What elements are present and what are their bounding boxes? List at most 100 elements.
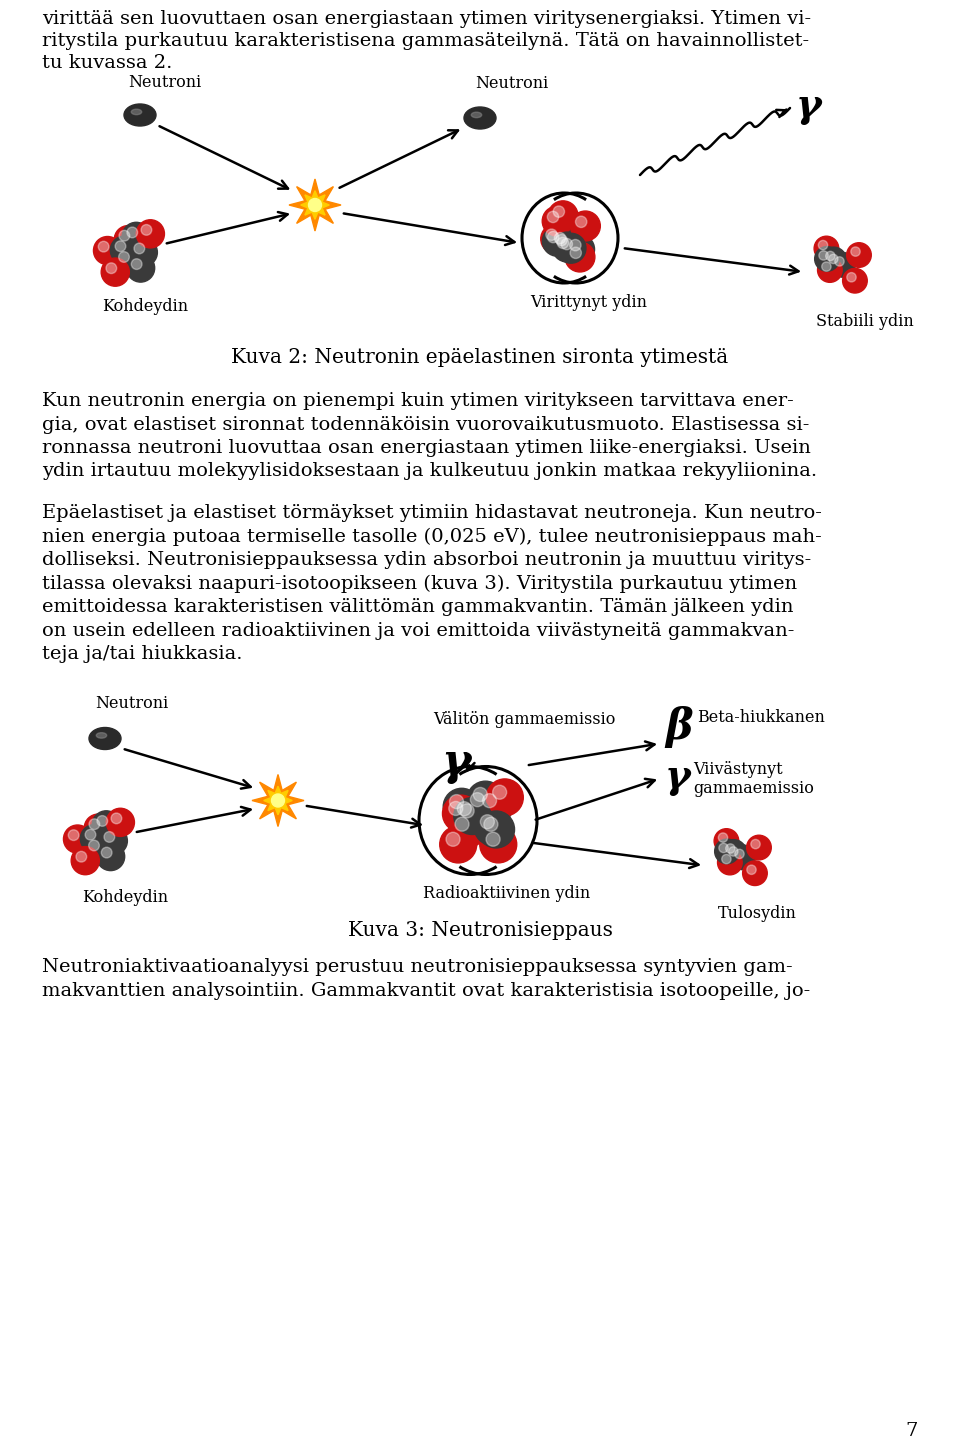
Text: on usein edelleen radioaktiivinen ja voi emittoida viivästyneitä gammakvan-: on usein edelleen radioaktiivinen ja voi… [42, 621, 794, 640]
Circle shape [449, 795, 464, 808]
Circle shape [570, 247, 582, 259]
Circle shape [722, 840, 746, 864]
Circle shape [819, 250, 828, 260]
Circle shape [460, 804, 474, 818]
Circle shape [76, 851, 86, 861]
Circle shape [847, 273, 856, 282]
Circle shape [107, 808, 134, 837]
Circle shape [451, 795, 488, 833]
Circle shape [467, 781, 504, 818]
Polygon shape [300, 191, 329, 220]
Circle shape [565, 242, 595, 272]
Circle shape [99, 827, 128, 856]
Circle shape [818, 257, 842, 282]
Text: Viivästynyt
gammaemissio: Viivästynyt gammaemissio [693, 761, 814, 797]
Circle shape [722, 854, 732, 864]
Circle shape [272, 794, 284, 807]
Circle shape [104, 831, 114, 843]
Circle shape [714, 840, 739, 864]
Circle shape [63, 825, 91, 853]
Circle shape [554, 233, 565, 244]
Circle shape [747, 835, 771, 860]
Circle shape [835, 257, 844, 266]
Text: Neutroniaktivaatioanalyysi perustuu neutronisieppauksessa syntyvien gam-: Neutroniaktivaatioanalyysi perustuu neut… [42, 959, 793, 976]
Circle shape [542, 226, 572, 256]
Circle shape [480, 825, 516, 863]
Circle shape [570, 211, 600, 242]
Circle shape [480, 815, 494, 828]
Circle shape [818, 240, 828, 250]
Circle shape [830, 253, 855, 278]
Text: Neutroni: Neutroni [128, 73, 202, 91]
Ellipse shape [96, 733, 107, 738]
Circle shape [455, 817, 469, 831]
Text: Kohdeydin: Kohdeydin [82, 889, 168, 906]
Text: γ: γ [665, 758, 690, 797]
Circle shape [71, 847, 99, 874]
Circle shape [440, 825, 477, 863]
Text: teja ja/tai hiukkasia.: teja ja/tai hiukkasia. [42, 646, 243, 663]
Circle shape [826, 252, 835, 260]
Text: tilassa olevaksi naapuri-isotoopikseen (kuva 3). Viritystila purkautuu ytimen: tilassa olevaksi naapuri-isotoopikseen (… [42, 575, 797, 592]
Text: ritystila purkautuu karakteristisena gammasäteilynä. Tätä on havainnollistet-: ritystila purkautuu karakteristisena gam… [42, 32, 809, 50]
Circle shape [457, 802, 471, 815]
Circle shape [557, 237, 568, 249]
Circle shape [825, 250, 849, 275]
Text: Kohdeydin: Kohdeydin [102, 298, 188, 315]
Circle shape [486, 833, 500, 846]
Ellipse shape [471, 112, 482, 118]
Circle shape [446, 833, 460, 847]
Circle shape [85, 830, 96, 840]
Circle shape [114, 247, 142, 275]
Circle shape [84, 835, 112, 863]
Circle shape [308, 198, 322, 211]
Text: emittoidessa karakteristisen välittömän gammakvantin. Tämän jälkeen ydin: emittoidessa karakteristisen välittömän … [42, 598, 794, 615]
Text: Neutroni: Neutroni [475, 75, 548, 92]
Circle shape [726, 844, 735, 853]
Circle shape [101, 257, 130, 286]
Circle shape [556, 234, 567, 246]
Circle shape [119, 230, 130, 242]
Circle shape [110, 236, 138, 265]
Polygon shape [252, 775, 304, 827]
Circle shape [443, 795, 479, 833]
Circle shape [92, 811, 120, 838]
Text: Tulosydin: Tulosydin [718, 905, 797, 922]
Circle shape [553, 206, 564, 217]
Text: γ: γ [442, 741, 470, 784]
Circle shape [540, 224, 570, 255]
Circle shape [134, 243, 145, 253]
Text: gia, ovat elastiset sironnat todennäköisin vuorovaikutusmuoto. Elastisessa si-: gia, ovat elastiset sironnat todennäköis… [42, 416, 809, 433]
Ellipse shape [124, 104, 156, 127]
Circle shape [719, 843, 729, 853]
Circle shape [743, 861, 767, 886]
Text: makvanttien analysointiin. Gammakvantit ovat karakteristisia isotoopeille, jo-: makvanttien analysointiin. Gammakvantit … [42, 982, 810, 999]
Circle shape [470, 792, 485, 807]
Ellipse shape [132, 109, 142, 115]
Circle shape [88, 840, 99, 851]
Circle shape [477, 811, 515, 848]
Circle shape [569, 240, 581, 250]
Circle shape [751, 840, 760, 848]
Circle shape [136, 220, 164, 247]
Circle shape [473, 788, 488, 801]
Circle shape [122, 223, 151, 250]
Text: tu kuvassa 2.: tu kuvassa 2. [42, 55, 173, 72]
Text: Beta-hiukkanen: Beta-hiukkanen [697, 709, 825, 726]
Circle shape [847, 243, 872, 267]
Circle shape [725, 843, 749, 867]
Circle shape [84, 814, 112, 843]
Circle shape [747, 866, 756, 874]
Circle shape [448, 801, 463, 815]
Ellipse shape [89, 728, 121, 749]
Circle shape [547, 211, 559, 223]
Circle shape [483, 794, 496, 808]
Text: Välitön gammaemissio: Välitön gammaemissio [433, 710, 615, 728]
Polygon shape [264, 787, 292, 815]
Circle shape [68, 830, 79, 840]
Circle shape [564, 234, 594, 265]
Circle shape [822, 247, 846, 272]
Text: nien energia putoaa termiselle tasolle (0,025 eV), tulee neutronisieppaus mah-: nien energia putoaa termiselle tasolle (… [42, 528, 822, 546]
Circle shape [98, 242, 108, 252]
Circle shape [551, 229, 581, 259]
